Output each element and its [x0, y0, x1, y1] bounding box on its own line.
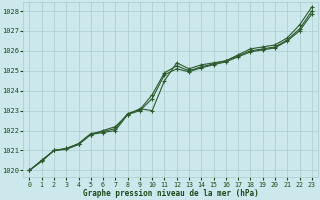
X-axis label: Graphe pression niveau de la mer (hPa): Graphe pression niveau de la mer (hPa) — [83, 189, 259, 198]
